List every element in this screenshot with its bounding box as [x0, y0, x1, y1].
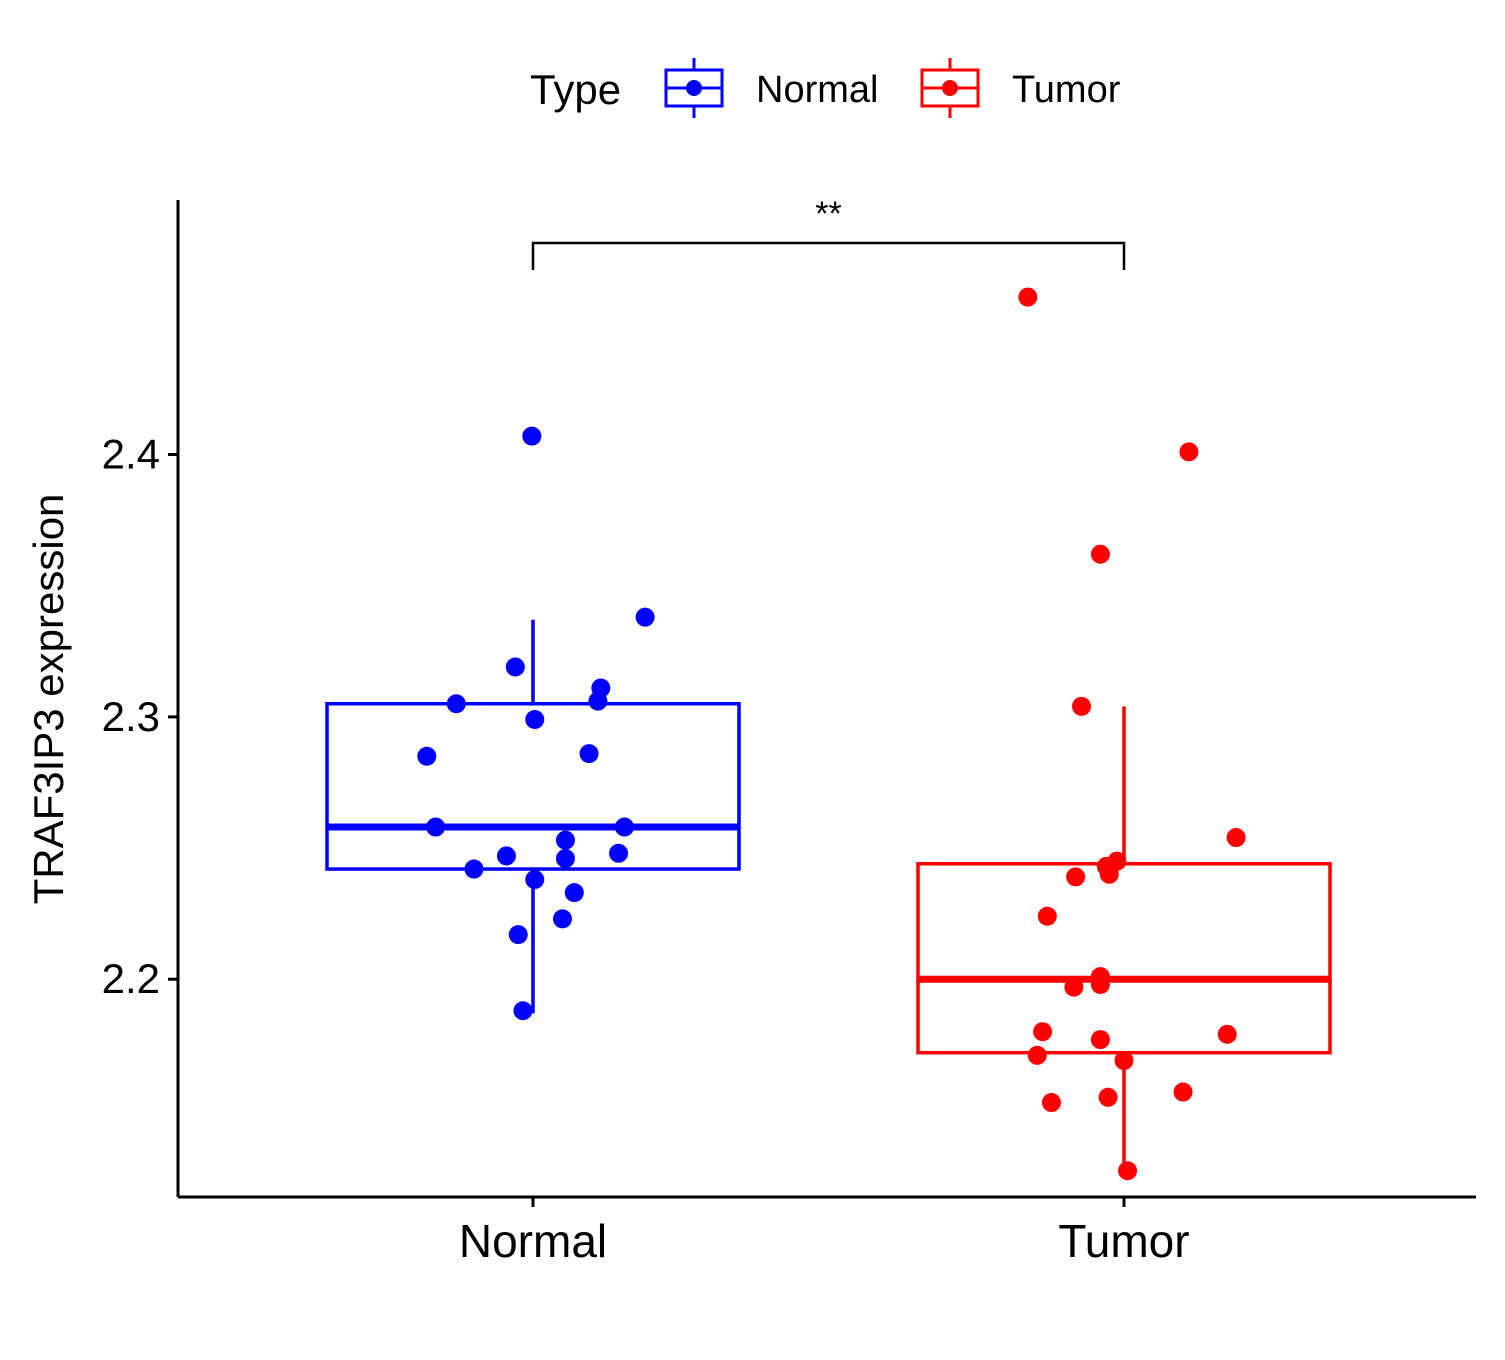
data-point-tumor	[1037, 906, 1057, 926]
legend-label-tumor: Tumor	[1012, 69, 1121, 111]
box-normal	[325, 619, 741, 1014]
data-point-tumor	[1114, 1051, 1134, 1071]
data-point-normal	[522, 426, 542, 446]
data-point-normal	[525, 709, 545, 729]
y-tick-label: 2.2	[102, 955, 160, 1002]
data-point-tumor	[1064, 977, 1084, 997]
data-point-normal	[426, 817, 446, 837]
data-point-tumor	[1173, 1082, 1193, 1102]
y-tick-label: 2.3	[102, 693, 160, 740]
plot-area	[325, 287, 1332, 1181]
data-point-tumor	[1066, 867, 1086, 887]
data-point-normal	[417, 746, 437, 766]
legend-item-tumor: Tumor	[920, 58, 1121, 118]
data-point-tumor	[1033, 1022, 1053, 1042]
data-point-normal	[525, 870, 545, 890]
data-point-normal	[553, 909, 572, 929]
data-point-normal	[588, 691, 608, 711]
data-point-tumor	[1027, 1045, 1047, 1065]
legend-items: Normal Tumor	[664, 58, 1121, 118]
data-point-tumor	[1090, 544, 1110, 564]
box-tumor	[916, 706, 1332, 1171]
box-body-tumor	[916, 862, 1332, 1055]
data-point-normal	[609, 843, 629, 863]
data-point-tumor	[1226, 828, 1246, 848]
data-point-tumor	[1041, 1093, 1061, 1113]
box-body-normal	[325, 701, 741, 871]
data-point-tumor	[1179, 442, 1199, 462]
data-point-normal	[505, 657, 525, 677]
data-point-normal	[635, 607, 655, 627]
significance-bracket-line	[531, 241, 1126, 270]
data-point-tumor	[1098, 1087, 1118, 1107]
data-point-normal	[579, 744, 599, 764]
data-point-normal	[564, 883, 584, 903]
data-point-normal	[508, 925, 528, 945]
data-point-normal	[555, 830, 575, 850]
legend-title: Type	[530, 66, 621, 113]
points-normal	[417, 426, 655, 1021]
legend-key-point-tumor	[942, 80, 958, 96]
legend-key-point-normal	[686, 80, 702, 96]
significance-label: **	[815, 195, 841, 233]
data-point-tumor	[1099, 864, 1119, 884]
y-tick-label: 2.4	[102, 430, 160, 477]
data-point-tumor	[1072, 696, 1092, 716]
x-tick-label: Normal	[459, 1215, 607, 1267]
data-point-normal	[446, 694, 466, 714]
y-axis-label: TRAF3IP3 expression	[25, 494, 72, 905]
data-point-normal	[464, 859, 484, 879]
legend-label-normal: Normal	[756, 69, 878, 111]
data-point-normal	[496, 846, 516, 866]
data-point-normal	[513, 1001, 533, 1021]
axes: 2.2 2.3 2.4 Normal Tumor	[102, 200, 1476, 1267]
data-point-tumor	[1090, 974, 1110, 994]
data-point-tumor	[1217, 1024, 1237, 1044]
data-point-normal	[555, 849, 575, 869]
x-tick-label: Tumor	[1058, 1215, 1189, 1267]
points-tumor	[1018, 287, 1246, 1181]
legend: Type Normal Tumor	[530, 58, 1121, 118]
data-point-normal	[614, 817, 634, 837]
data-point-tumor	[1018, 287, 1038, 307]
data-point-tumor	[1118, 1161, 1138, 1181]
data-point-tumor	[1090, 1030, 1110, 1050]
significance-bracket: **	[531, 195, 1126, 270]
legend-item-normal: Normal	[664, 58, 878, 118]
